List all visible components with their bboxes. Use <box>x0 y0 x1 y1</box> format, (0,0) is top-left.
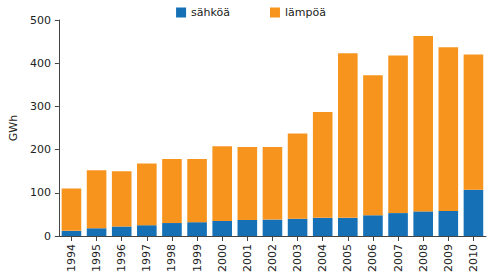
svg-text:2003: 2003 <box>291 244 304 272</box>
svg-text:2006: 2006 <box>366 244 379 272</box>
svg-text:2000: 2000 <box>216 244 229 272</box>
svg-text:2010: 2010 <box>467 244 480 272</box>
svg-text:300: 300 <box>30 100 51 113</box>
svg-text:2005: 2005 <box>341 244 354 272</box>
svg-text:1999: 1999 <box>191 244 204 272</box>
svg-text:lämpöä: lämpöä <box>285 6 326 19</box>
svg-text:2002: 2002 <box>266 244 279 272</box>
svg-text:2007: 2007 <box>392 244 405 272</box>
svg-text:GWh: GWh <box>7 115 20 141</box>
svg-text:2001: 2001 <box>241 244 254 272</box>
svg-text:1997: 1997 <box>140 244 153 272</box>
svg-text:sähköä: sähköä <box>191 6 230 19</box>
svg-text:200: 200 <box>30 143 51 156</box>
svg-text:2004: 2004 <box>316 244 329 272</box>
svg-text:100: 100 <box>30 186 51 199</box>
svg-text:1998: 1998 <box>165 244 178 272</box>
svg-text:2008: 2008 <box>417 244 430 272</box>
svg-text:400: 400 <box>30 57 51 70</box>
svg-text:1995: 1995 <box>90 244 103 272</box>
svg-text:2009: 2009 <box>442 244 455 272</box>
svg-text:0: 0 <box>44 230 51 243</box>
svg-text:1996: 1996 <box>115 244 128 272</box>
svg-text:500: 500 <box>30 14 51 27</box>
svg-text:1994: 1994 <box>65 244 78 272</box>
